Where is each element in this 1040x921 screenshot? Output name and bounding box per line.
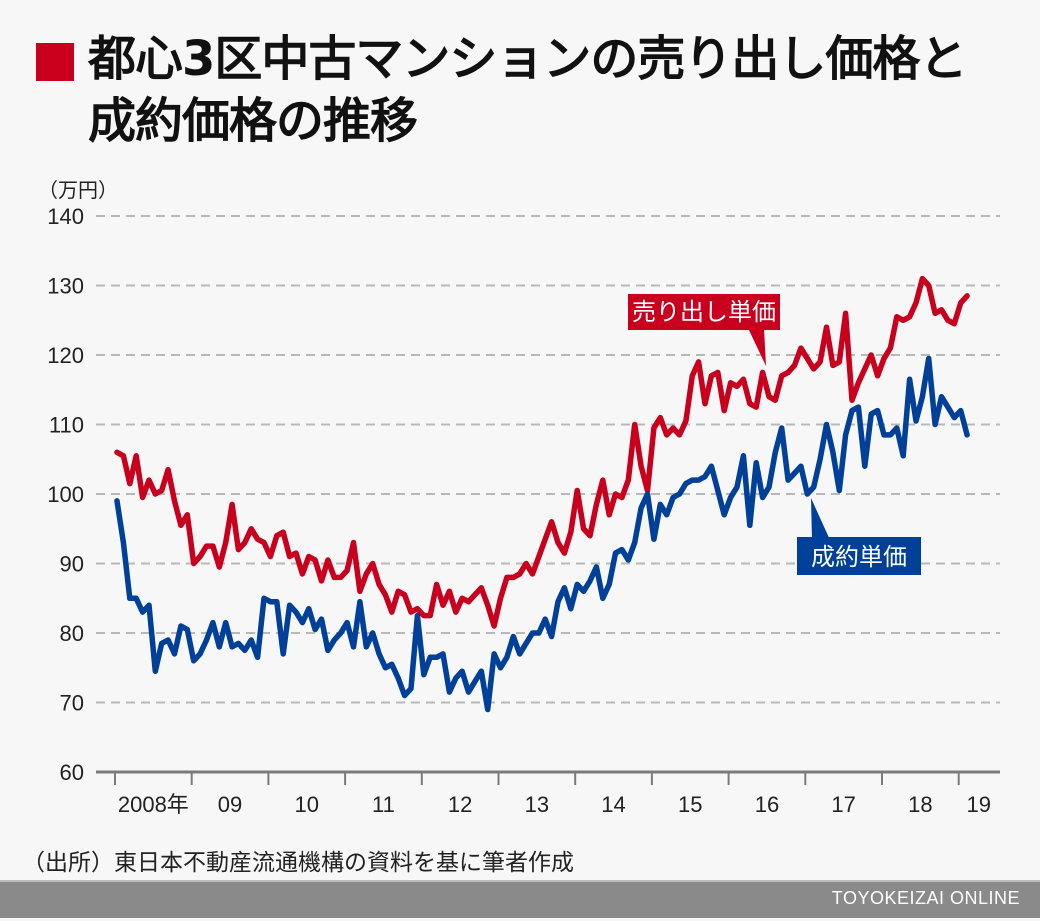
- asking-callout-pointer: [748, 328, 766, 366]
- y-tick-label: 90: [60, 552, 84, 577]
- x-tick-label: 2008年: [118, 792, 189, 817]
- chart-title: 都心3区中古マンションの売り出し価格と 成約価格の推移: [88, 28, 1008, 152]
- source-note: （出所）東日本不動産流通機構の資料を基に筆者作成: [22, 850, 574, 876]
- contract-callout-pointer: [811, 498, 830, 540]
- x-tick-label: 09: [218, 792, 242, 817]
- x-tick-label: 17: [831, 792, 855, 817]
- x-tick-label: 15: [678, 792, 702, 817]
- y-axis-unit-label: （万円）: [38, 178, 118, 202]
- y-tick-label: 130: [47, 274, 84, 299]
- contract-callout-box: [797, 537, 921, 575]
- series-lines: [114, 275, 970, 713]
- x-axis: 2008年 09 10 11 12 13 14 15 16 17 18 19: [96, 770, 1000, 817]
- y-tick-label: 70: [60, 691, 84, 716]
- x-tick-label: 11: [372, 792, 395, 817]
- chart-title-line-1: 都心3区中古マンションの売り出し価格と: [88, 31, 967, 87]
- y-tick-label: 80: [60, 621, 84, 646]
- x-tick-label: 14: [601, 792, 625, 817]
- y-tick-label: 110: [49, 413, 84, 438]
- footer-bar: TOYOKEIZAI ONLINE: [0, 880, 1040, 918]
- contract-callout-label: 成約単価: [811, 543, 907, 571]
- asking-callout-box: [628, 294, 780, 330]
- y-tick-label: 100: [47, 482, 84, 507]
- chart-title-line-2: 成約価格の推移: [88, 93, 418, 149]
- y-tick-label: 140: [47, 204, 84, 229]
- footer-brand: TOYOKEIZAI ONLINE: [831, 888, 1020, 908]
- x-tick-label: 16: [755, 792, 779, 817]
- asking-price-line: [114, 275, 970, 629]
- contract-price-line: [114, 355, 970, 713]
- line-chart: 60 70 80 90 100 110 120 130 140 2008年 09 10 11 12 13 1…: [47, 204, 1000, 817]
- x-tick-label: 19: [966, 792, 990, 817]
- asking-callout-label: 売り出し単価: [632, 298, 776, 326]
- x-tick-label: 18: [908, 792, 932, 817]
- x-tick-label: 13: [525, 792, 549, 817]
- y-axis-tick-labels: 60 70 80 90 100 110 120 130 140: [47, 204, 84, 785]
- y-tick-label: 60: [60, 760, 84, 785]
- x-tick-label: 10: [295, 792, 319, 817]
- x-tick-label: 12: [448, 792, 472, 817]
- y-tick-label: 120: [47, 343, 84, 368]
- title-marker: [36, 43, 74, 81]
